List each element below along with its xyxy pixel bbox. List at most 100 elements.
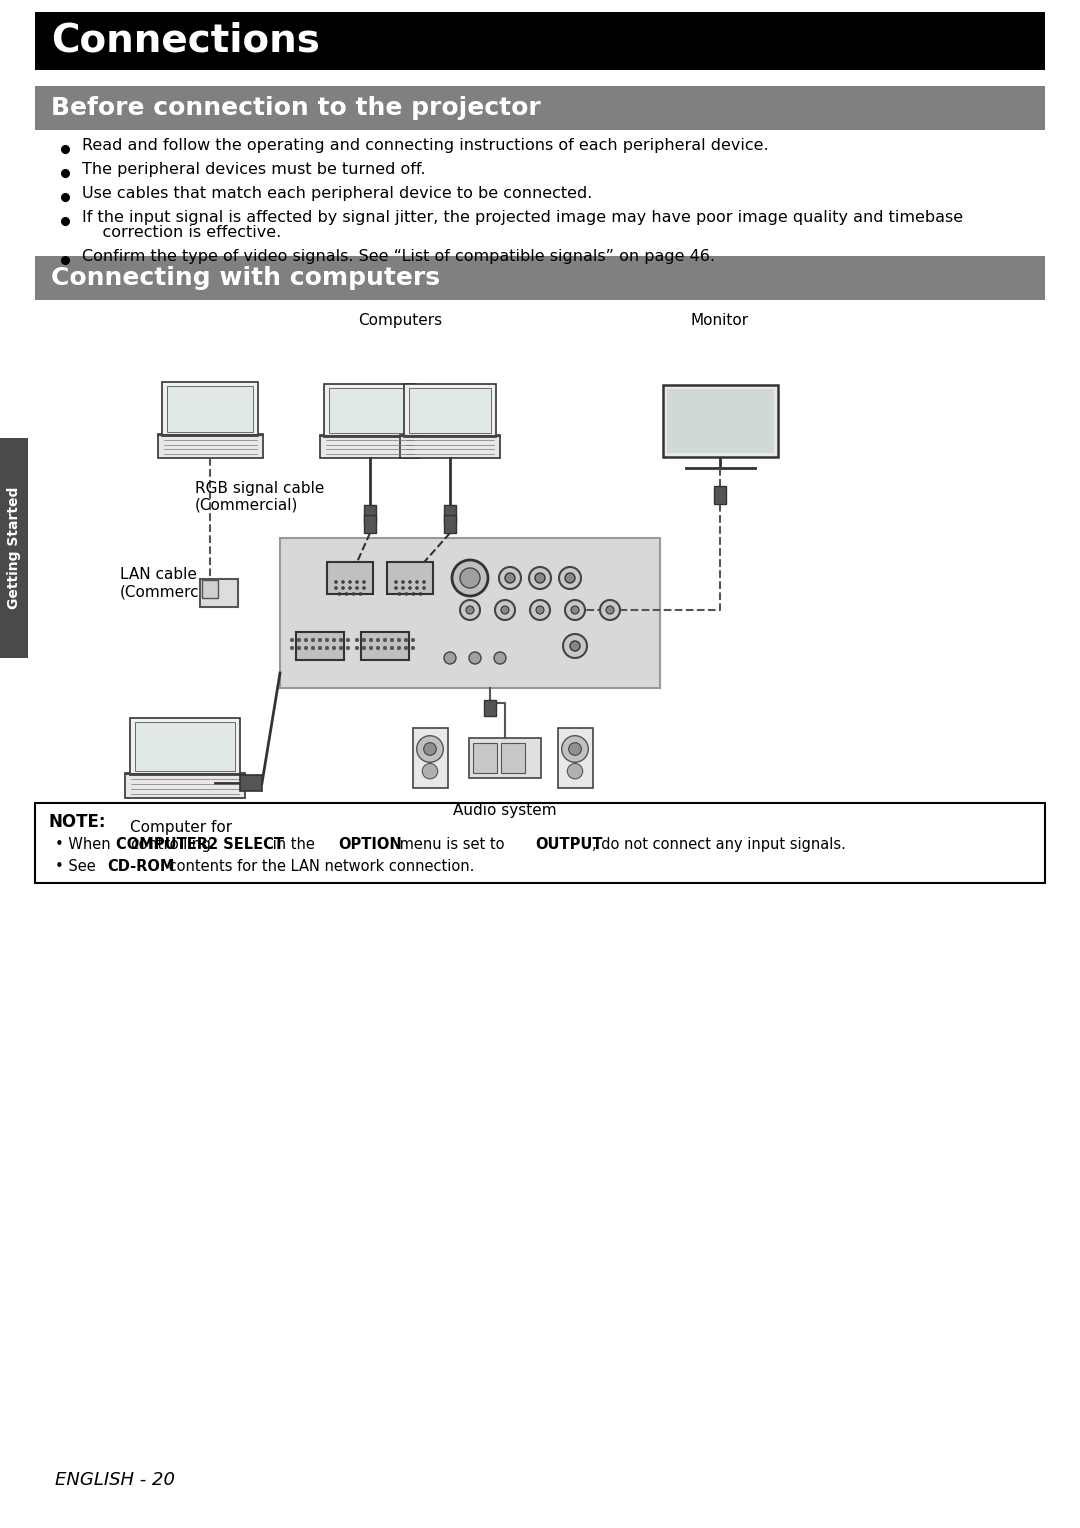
Circle shape bbox=[359, 593, 362, 596]
Circle shape bbox=[567, 764, 583, 779]
Circle shape bbox=[465, 607, 474, 614]
Circle shape bbox=[571, 607, 579, 614]
Circle shape bbox=[444, 652, 456, 665]
Circle shape bbox=[333, 639, 336, 642]
Circle shape bbox=[423, 743, 436, 755]
Circle shape bbox=[460, 601, 480, 620]
Text: NOTE:: NOTE: bbox=[49, 813, 107, 831]
Circle shape bbox=[325, 646, 328, 649]
Text: Use cables that match each peripheral device to be connected.: Use cables that match each peripheral de… bbox=[82, 186, 592, 202]
Text: , do not connect any input signals.: , do not connect any input signals. bbox=[592, 837, 846, 853]
Circle shape bbox=[347, 646, 350, 649]
Bar bbox=[125, 773, 245, 798]
Circle shape bbox=[402, 581, 405, 584]
Text: Computers: Computers bbox=[357, 313, 442, 329]
Circle shape bbox=[495, 601, 515, 620]
Circle shape bbox=[408, 581, 411, 584]
Bar bbox=[364, 504, 376, 523]
Text: OPTION: OPTION bbox=[338, 837, 402, 853]
Circle shape bbox=[291, 639, 294, 642]
Text: COMPUTER2 SELECT: COMPUTER2 SELECT bbox=[117, 837, 284, 853]
Circle shape bbox=[535, 573, 545, 584]
Bar bbox=[240, 775, 262, 792]
Bar bbox=[0, 439, 28, 659]
Circle shape bbox=[369, 646, 373, 649]
Bar bbox=[361, 633, 409, 660]
Bar bbox=[409, 388, 491, 432]
Circle shape bbox=[397, 646, 401, 649]
Circle shape bbox=[335, 587, 337, 590]
Bar bbox=[202, 581, 218, 597]
Text: correction is effective.: correction is effective. bbox=[82, 225, 281, 240]
Text: Confirm the type of video signals. See “List of compatible signals” on page 46.: Confirm the type of video signals. See “… bbox=[82, 249, 715, 264]
Circle shape bbox=[341, 587, 345, 590]
Circle shape bbox=[355, 581, 359, 584]
Bar bbox=[364, 515, 376, 533]
Text: contents for the LAN network connection.: contents for the LAN network connection. bbox=[164, 859, 475, 874]
Circle shape bbox=[319, 646, 322, 649]
Circle shape bbox=[416, 581, 419, 584]
Text: in the: in the bbox=[268, 837, 320, 853]
Circle shape bbox=[355, 639, 359, 642]
Circle shape bbox=[355, 587, 359, 590]
Text: ENGLISH - 20: ENGLISH - 20 bbox=[55, 1471, 175, 1488]
Circle shape bbox=[536, 607, 544, 614]
Bar bbox=[666, 390, 773, 454]
Circle shape bbox=[363, 587, 365, 590]
Circle shape bbox=[402, 587, 405, 590]
Circle shape bbox=[338, 593, 341, 596]
Bar bbox=[469, 738, 541, 778]
Circle shape bbox=[529, 567, 551, 588]
Circle shape bbox=[494, 652, 507, 665]
Circle shape bbox=[390, 639, 394, 642]
Circle shape bbox=[600, 601, 620, 620]
Circle shape bbox=[383, 646, 387, 649]
Circle shape bbox=[399, 593, 401, 596]
Bar bbox=[444, 504, 456, 523]
Circle shape bbox=[376, 639, 380, 642]
Circle shape bbox=[305, 646, 308, 649]
Text: Connections: Connections bbox=[51, 21, 320, 60]
Text: CD-ROM: CD-ROM bbox=[108, 859, 175, 874]
Text: Audio system: Audio system bbox=[454, 804, 557, 817]
Text: LAN cable
(Commercial): LAN cable (Commercial) bbox=[120, 567, 224, 599]
Circle shape bbox=[565, 573, 575, 584]
Text: Read and follow the operating and connecting instructions of each peripheral dev: Read and follow the operating and connec… bbox=[82, 138, 769, 153]
Circle shape bbox=[411, 593, 415, 596]
Bar bbox=[35, 804, 1045, 883]
Bar bbox=[400, 434, 500, 458]
Circle shape bbox=[383, 639, 387, 642]
Text: If the input signal is affected by signal jitter, the projected image may have p: If the input signal is affected by signa… bbox=[82, 209, 963, 225]
Circle shape bbox=[335, 581, 337, 584]
Circle shape bbox=[376, 646, 380, 649]
Bar bbox=[404, 385, 496, 437]
Circle shape bbox=[394, 581, 397, 584]
Circle shape bbox=[297, 639, 301, 642]
Circle shape bbox=[405, 593, 408, 596]
Bar bbox=[324, 385, 416, 437]
Circle shape bbox=[394, 587, 397, 590]
Circle shape bbox=[417, 735, 443, 762]
Bar bbox=[296, 633, 345, 660]
Circle shape bbox=[469, 652, 481, 665]
Circle shape bbox=[319, 639, 322, 642]
Bar bbox=[166, 387, 254, 432]
Circle shape bbox=[559, 567, 581, 588]
Bar bbox=[200, 579, 238, 607]
Circle shape bbox=[562, 735, 589, 762]
Circle shape bbox=[341, 581, 345, 584]
Circle shape bbox=[355, 646, 359, 649]
Circle shape bbox=[352, 593, 355, 596]
Circle shape bbox=[311, 639, 314, 642]
Text: RGB signal cable
(Commercial): RGB signal cable (Commercial) bbox=[195, 481, 324, 513]
Bar bbox=[484, 700, 496, 717]
Circle shape bbox=[408, 587, 411, 590]
Bar bbox=[387, 562, 433, 594]
Bar bbox=[130, 718, 240, 775]
Circle shape bbox=[397, 639, 401, 642]
Circle shape bbox=[404, 646, 408, 649]
Circle shape bbox=[362, 639, 366, 642]
Circle shape bbox=[453, 559, 488, 596]
Bar bbox=[473, 743, 497, 773]
Text: Connecting with computers: Connecting with computers bbox=[51, 266, 440, 290]
